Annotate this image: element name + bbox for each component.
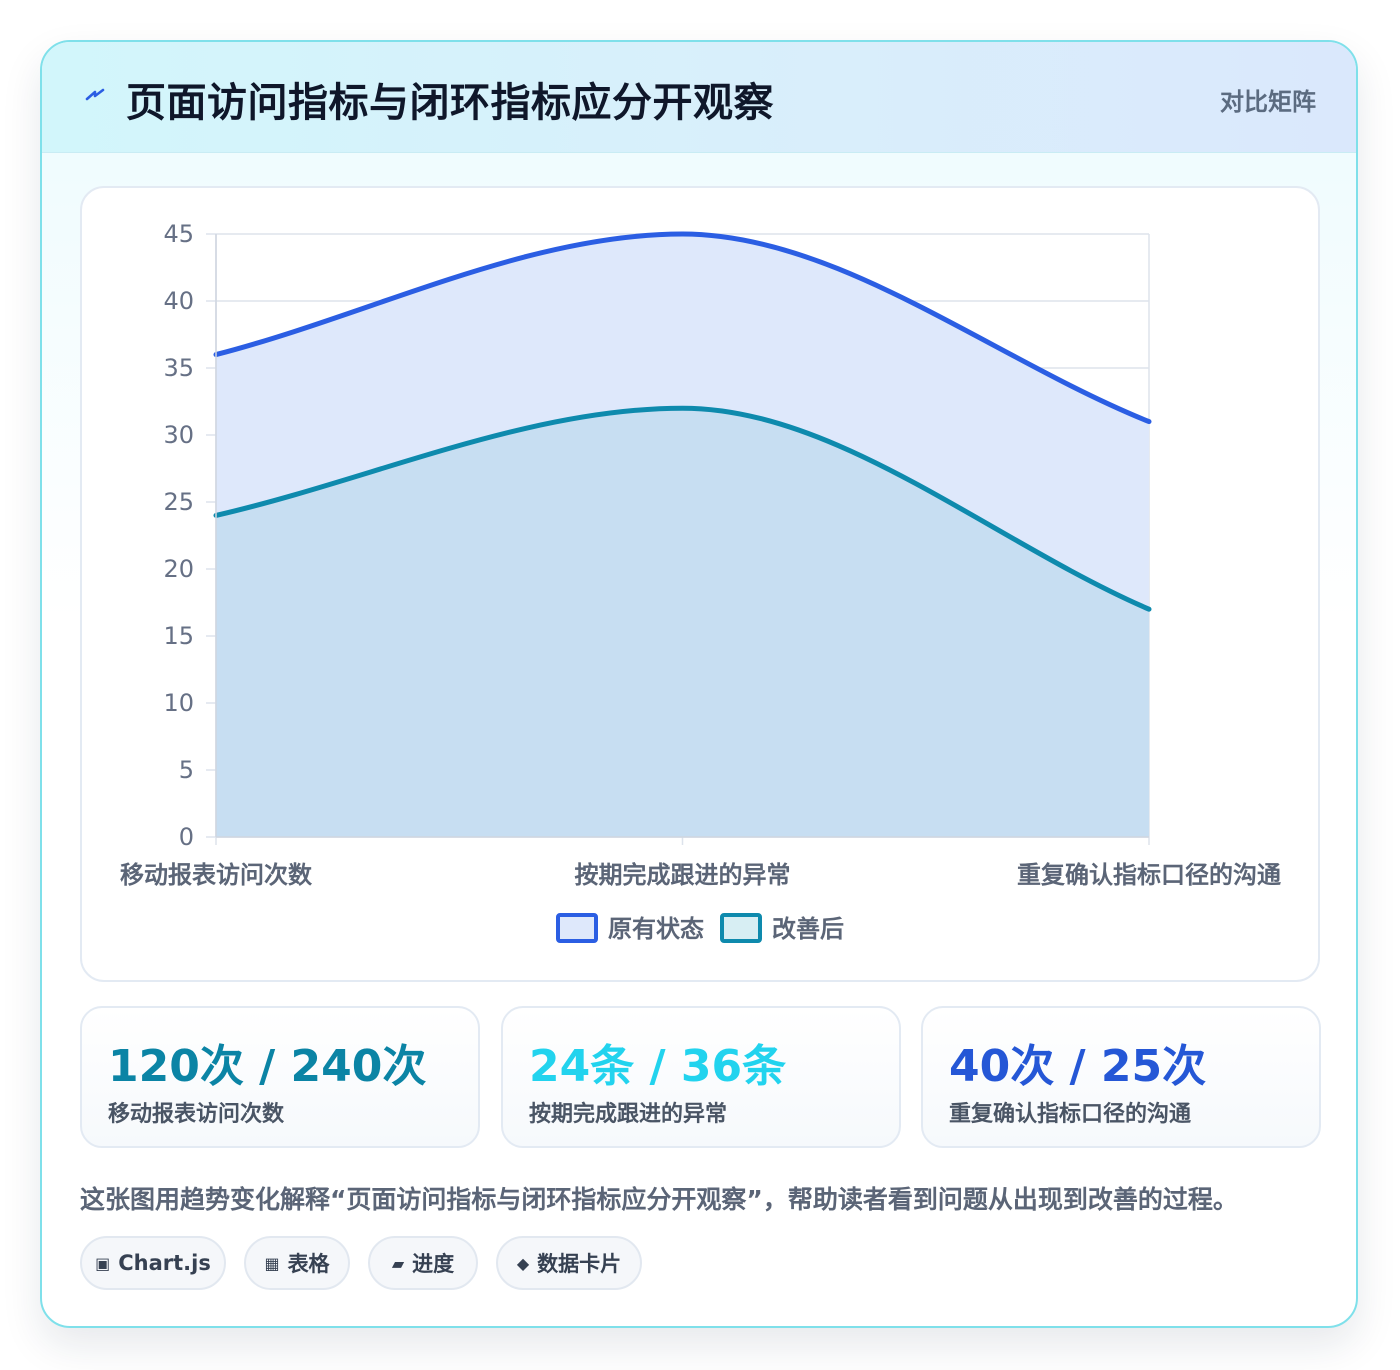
header-tag: 对比矩阵 bbox=[1220, 88, 1316, 116]
series-area-2 bbox=[216, 408, 1149, 837]
series-line-2 bbox=[213, 405, 1152, 612]
y-tick-label: 15 bbox=[163, 622, 194, 650]
stat-card-1: 120次 / 240次 移动报表访问次数 bbox=[80, 1006, 480, 1148]
y-tick-label: 10 bbox=[163, 689, 194, 717]
y-tick-label: 40 bbox=[163, 287, 194, 315]
tag-table[interactable]: ▦ 表格 bbox=[244, 1236, 350, 1290]
diamond-icon: ◆ bbox=[516, 1253, 530, 1273]
stat-card-3: 40次 / 25次 重复确认指标口径的沟通 bbox=[921, 1006, 1321, 1148]
x-tick-label: 重复确认指标口径的沟通 bbox=[1017, 861, 1281, 889]
chart-panel: 0 5 10 15 20 25 30 35 40 45 移动报表访问次数 按期完成跟进的异常 重复确认指… bbox=[80, 186, 1320, 982]
series-line-1 bbox=[213, 231, 1152, 425]
pill-label: Chart.js bbox=[118, 1251, 211, 1275]
pill-label: 表格 bbox=[287, 1252, 330, 1276]
y-tick-label: 30 bbox=[163, 421, 194, 449]
legend-swatch-1 bbox=[556, 913, 598, 943]
y-tick-label: 25 bbox=[163, 488, 194, 516]
table-icon: ▦ bbox=[264, 1253, 280, 1273]
legend-label-1: 原有状态 bbox=[608, 915, 704, 943]
chart-icon: ▣ bbox=[95, 1253, 111, 1273]
card: 页面访问指标与闭环指标应分开观察 对比矩阵 0 5 10 15 20 25 30 35 40 45… bbox=[40, 40, 1358, 1328]
y-tick-label: 20 bbox=[163, 555, 194, 583]
card-header: 页面访问指标与闭环指标应分开观察 对比矩阵 bbox=[42, 42, 1356, 153]
stat-value: 120次 / 240次 bbox=[108, 1041, 427, 1092]
x-tick-label: 按期完成跟进的异常 bbox=[575, 861, 791, 889]
tag-progress[interactable]: ▰ 进度 bbox=[368, 1236, 478, 1290]
tag-chartjs[interactable]: ▣ Chart.js bbox=[80, 1236, 226, 1290]
x-tick-label: 移动报表访问次数 bbox=[120, 861, 313, 889]
y-tick-label: 35 bbox=[163, 354, 194, 382]
pill-label: 进度 bbox=[412, 1252, 455, 1276]
stat-label: 移动报表访问次数 bbox=[108, 1102, 285, 1127]
y-tick-label: 5 bbox=[179, 756, 194, 784]
stat-value: 40次 / 25次 bbox=[949, 1041, 1207, 1092]
legend-swatch-2 bbox=[720, 913, 762, 943]
progress-icon: ▰ bbox=[391, 1253, 405, 1273]
y-tick-label: 0 bbox=[179, 823, 194, 851]
summary-text: 这张图用趋势变化解释“页面访问指标与闭环指标应分开观察”，帮助读者看到问题从出现… bbox=[80, 1185, 1238, 1214]
stat-card-2: 24条 / 36条 按期完成跟进的异常 bbox=[501, 1006, 901, 1148]
page-title: 页面访问指标与闭环指标应分开观察 bbox=[126, 80, 774, 126]
lightning-icon bbox=[85, 88, 105, 101]
stat-label: 按期完成跟进的异常 bbox=[529, 1102, 728, 1127]
y-tick-label: 45 bbox=[163, 220, 194, 248]
legend-label-2: 改善后 bbox=[772, 915, 844, 943]
pill-label: 数据卡片 bbox=[537, 1252, 622, 1276]
area-chart: 0 5 10 15 20 25 30 35 40 45 移动报表访问次数 按期完成跟进的异常 重复确认指… bbox=[120, 220, 1281, 943]
stat-value: 24条 / 36条 bbox=[529, 1041, 787, 1092]
tag-data-card[interactable]: ◆ 数据卡片 bbox=[496, 1236, 642, 1290]
stat-label: 重复确认指标口径的沟通 bbox=[949, 1102, 1192, 1127]
